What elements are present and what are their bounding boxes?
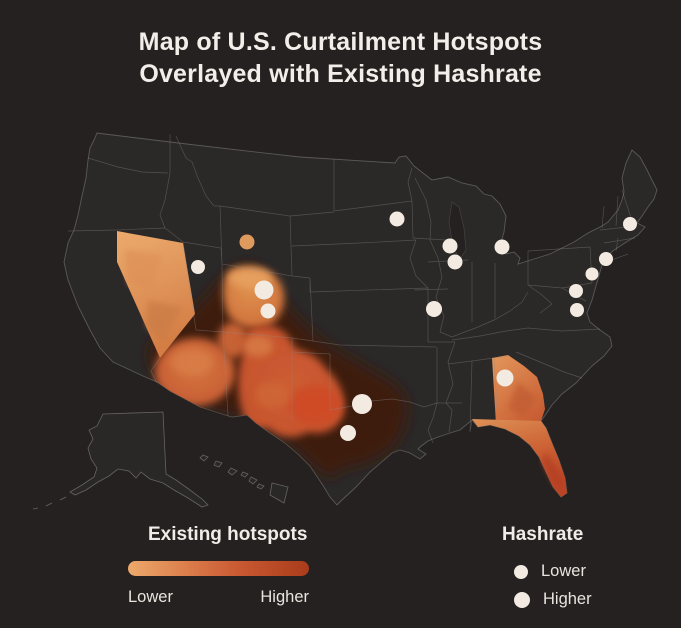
state-florida: [472, 419, 567, 497]
state-nevada-texture1: [125, 250, 162, 292]
hotspot-heat-layer: [148, 264, 408, 478]
hotspot-core-west-texas: [289, 385, 341, 425]
hawaii: [199, 454, 289, 504]
hashrate-lower-label: Lower: [541, 562, 586, 580]
hotspot-spots-layer: [239, 234, 255, 250]
hashrate-lower-dot-icon: [514, 564, 528, 579]
hashrate-dot: [447, 254, 463, 270]
hashrate-dot: [599, 252, 613, 266]
hashrate-dot: [569, 284, 583, 298]
hashrate-dot: [389, 211, 405, 227]
hotspot-lower-label: Lower: [128, 588, 173, 606]
hashrate-dot: [442, 238, 458, 254]
title-line-1: Map of U.S. Curtailment Hotspots: [138, 28, 543, 56]
hashrate-dot: [260, 303, 276, 319]
hashrate-dot: [426, 301, 442, 317]
hotspot-gradient-bar: [128, 561, 309, 576]
state-borders: [67, 134, 637, 444]
legend-hotspots-title: Existing hotspots: [148, 524, 308, 545]
hashrate-dot: [352, 394, 372, 414]
hotspot-blob-arizona-light: [170, 348, 214, 376]
state-georgia-texture: [508, 382, 536, 418]
hashrate-dot: [340, 425, 356, 441]
alaska: [32, 411, 209, 510]
hotspot-gradient-labels: Lower Higher: [128, 588, 309, 607]
hashrate-dot: [496, 369, 514, 387]
hashrate-legend-row-higher: Higher: [514, 590, 592, 609]
hotspot-higher-label: Higher: [260, 588, 309, 606]
hotspot-blob-nm-light: [243, 335, 273, 357]
hashrate-dot: [191, 260, 205, 274]
hotspot-blob-fourcorners-link: [218, 322, 248, 358]
hashrate-dot: [254, 280, 274, 300]
hotspot-spot: [239, 234, 255, 250]
hashrate-higher-label: Higher: [543, 590, 592, 608]
hashrate-dot: [494, 239, 510, 255]
state-nevada-texture2: [146, 300, 182, 342]
title-line-2: Overlayed with Existing Hashrate: [139, 60, 542, 88]
hotspot-blob-nm-mid: [255, 382, 289, 408]
hashrate-dot: [585, 267, 599, 281]
hashrate-dot: [623, 217, 637, 231]
hashrate-dots-layer: [191, 211, 637, 441]
hashrate-dot: [570, 303, 584, 317]
state-florida-texture: [542, 452, 564, 492]
hashrate-higher-dot-icon: [514, 591, 530, 608]
hashrate-legend-row-lower: Lower: [514, 562, 586, 581]
aleutian-islands: [32, 496, 67, 510]
legend-hashrate-title: Hashrate: [502, 524, 584, 545]
hotspot-states-layer: [117, 231, 567, 497]
